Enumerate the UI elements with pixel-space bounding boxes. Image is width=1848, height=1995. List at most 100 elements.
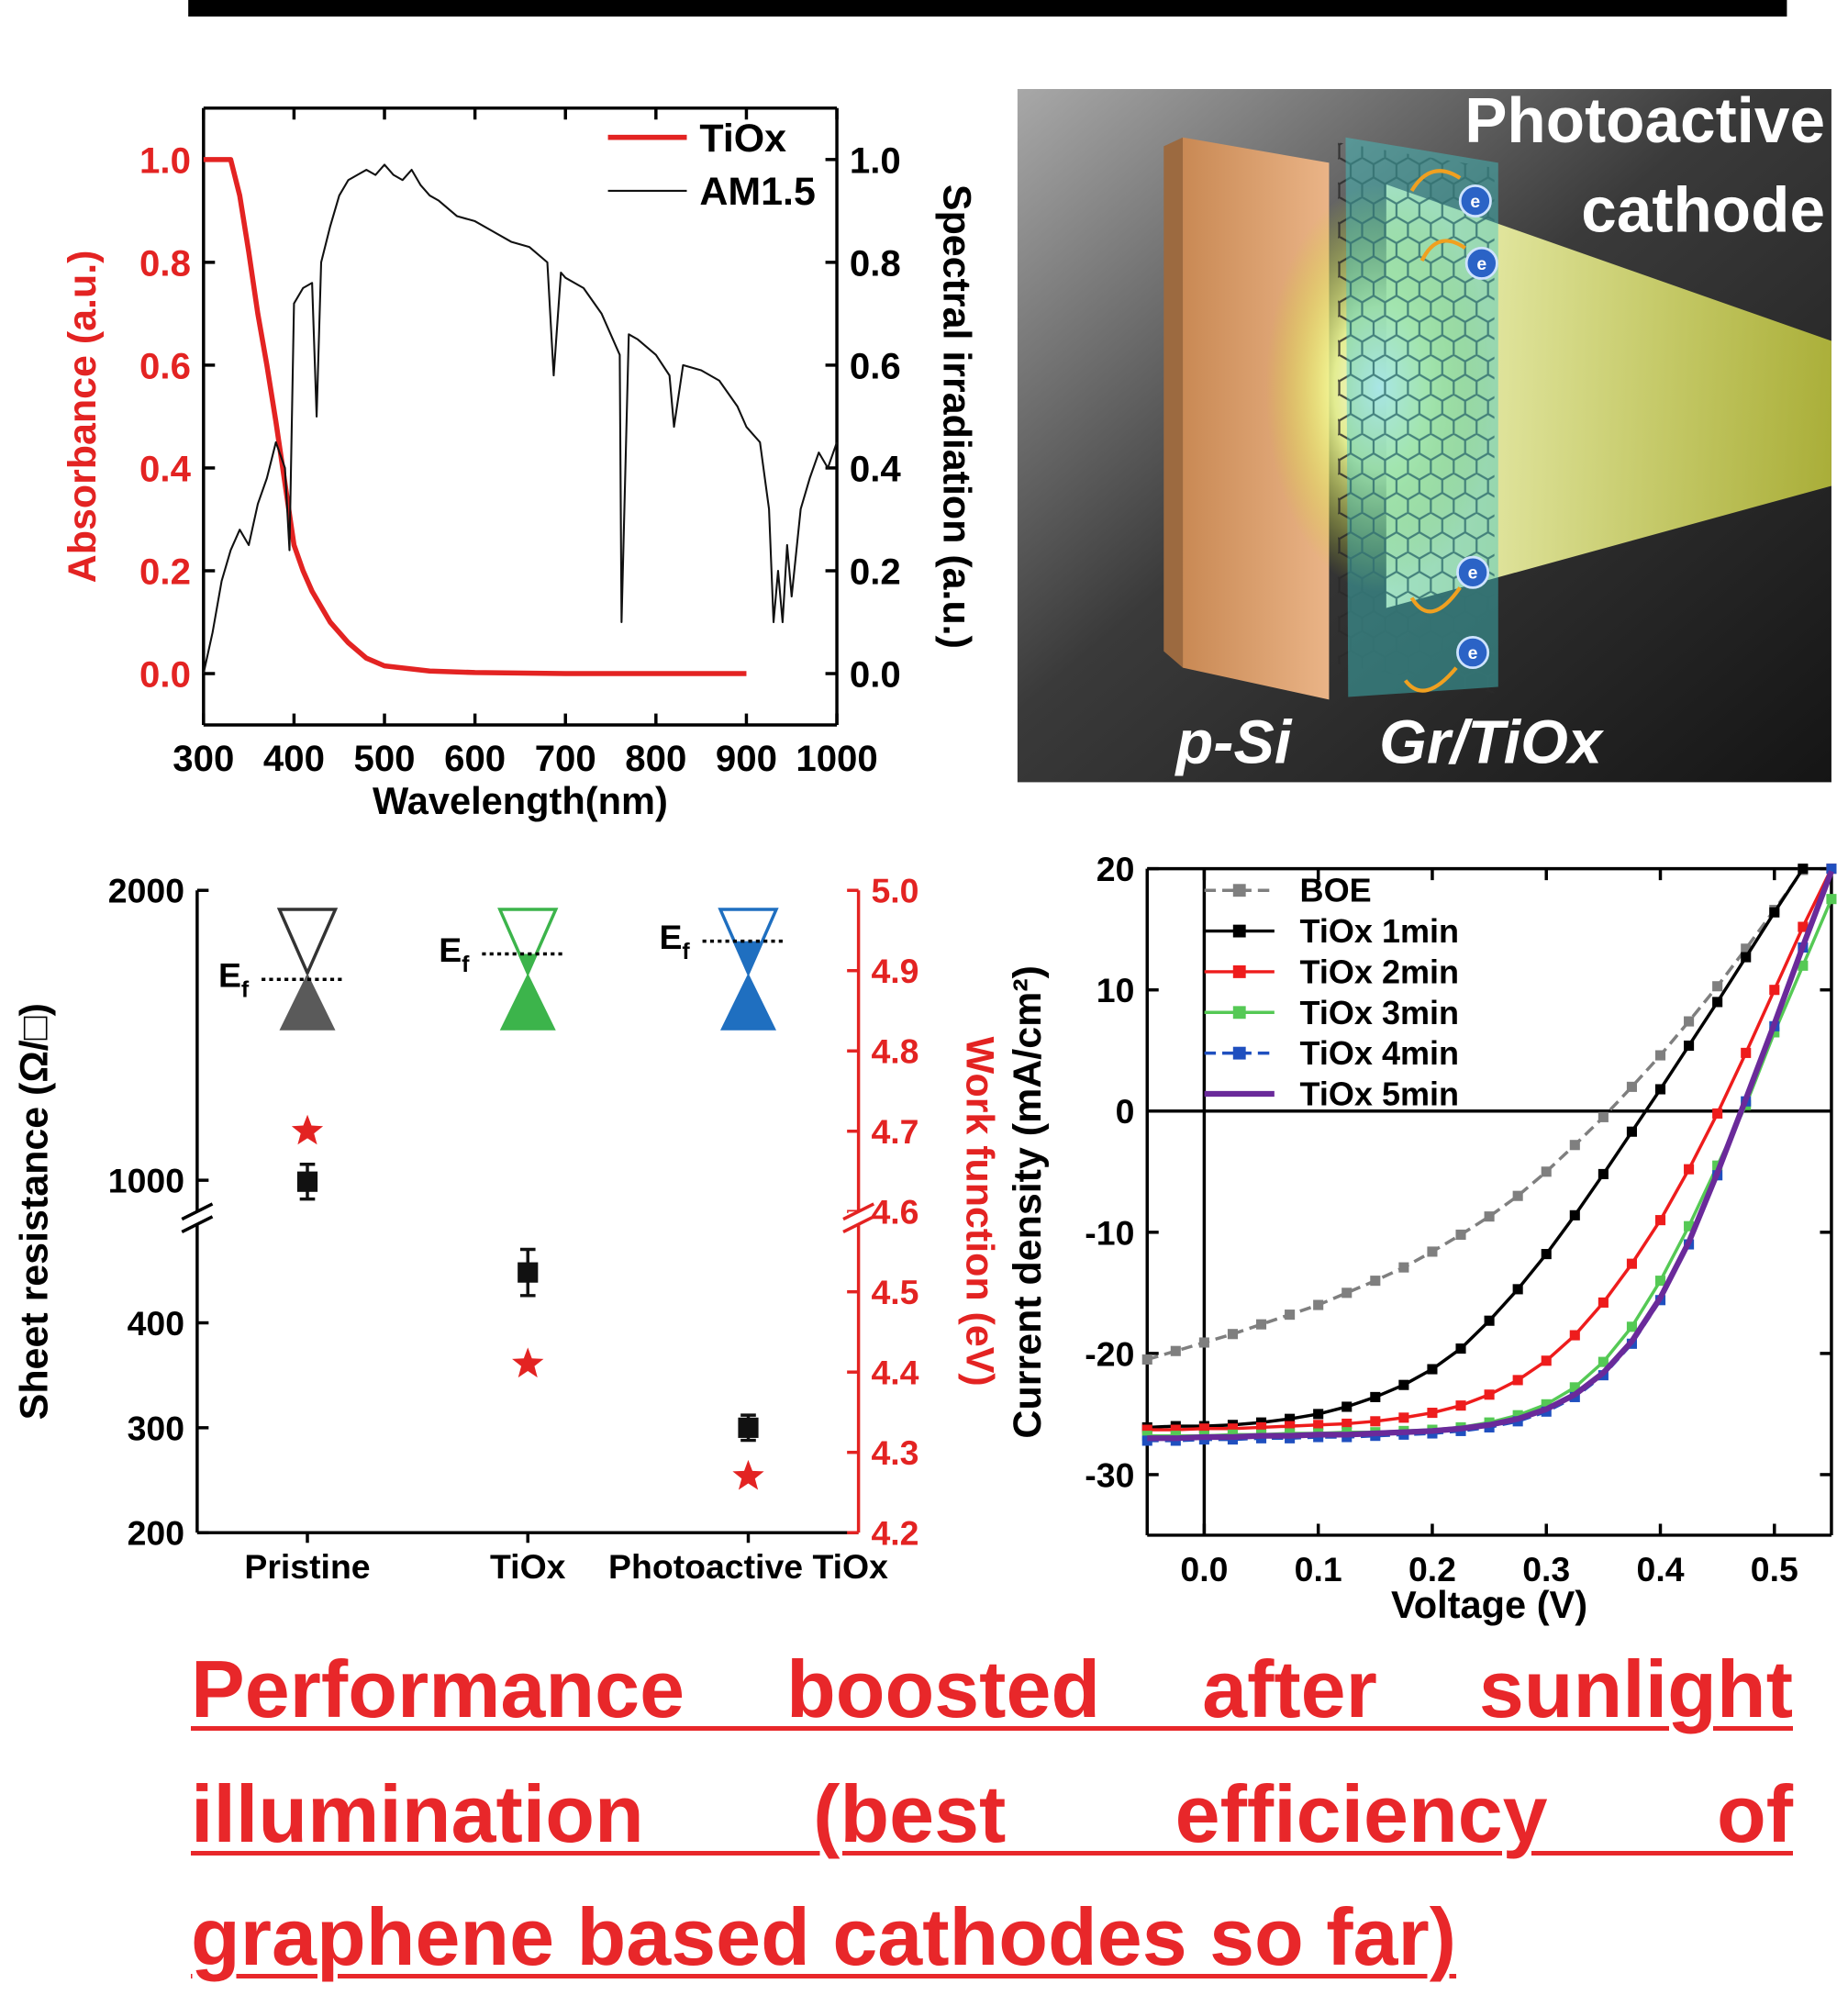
y-tick-label: 0.0	[139, 653, 191, 695]
x-tick-label: 900	[716, 738, 777, 779]
electron	[1464, 246, 1498, 280]
point	[1826, 864, 1837, 875]
point	[1427, 1408, 1438, 1419]
point	[1313, 1420, 1324, 1431]
y2-tick-label: 0.4	[850, 448, 902, 489]
point	[1626, 1258, 1637, 1269]
x-tick-label: 0.4	[1637, 1550, 1685, 1588]
y2-tick-label: 4.3	[871, 1433, 918, 1472]
illustration: e e e e Photoactive cathode p-Si Gr/TiOx	[1017, 84, 1831, 783]
axis-break	[842, 1202, 875, 1221]
legend-label: TiOx 1min	[1300, 912, 1459, 950]
y2-axis-title: Spectral irradiation (a.u.)	[934, 184, 978, 649]
point	[1654, 1215, 1666, 1226]
y-tick-label: 10	[1097, 971, 1135, 1009]
point	[1741, 1047, 1752, 1058]
conduction-band	[497, 908, 559, 977]
point	[1684, 1220, 1695, 1232]
y-tick-label: -30	[1085, 1455, 1134, 1494]
point	[1341, 1287, 1353, 1298]
legend-label: TiOx	[699, 117, 786, 161]
point	[732, 1459, 764, 1490]
electron-label: e	[1470, 192, 1480, 212]
point	[1341, 1401, 1353, 1412]
point	[1227, 1329, 1239, 1340]
point	[1141, 1435, 1152, 1446]
illustration-title: Photoactive	[1464, 84, 1825, 156]
point	[1455, 1229, 1466, 1241]
electron-label: e	[1476, 254, 1486, 274]
point	[1769, 907, 1780, 918]
point	[1141, 1354, 1152, 1365]
point	[1798, 960, 1809, 971]
point	[1255, 1319, 1267, 1330]
conduction-band	[276, 908, 339, 977]
point	[1626, 1321, 1637, 1332]
legend-marker	[1232, 924, 1246, 938]
y-tick-label: -10	[1085, 1213, 1134, 1252]
p-si-side	[1163, 137, 1184, 668]
x-tick-label: 700	[535, 738, 596, 779]
point	[1285, 1310, 1296, 1321]
point	[1712, 1108, 1723, 1119]
legend-marker	[1232, 1046, 1246, 1060]
y-tick-label: 2000	[108, 872, 184, 910]
x-tick-label: 0.1	[1295, 1550, 1342, 1588]
series-line	[1146, 868, 1805, 1362]
legend-marker	[1232, 1006, 1246, 1020]
point	[1684, 1164, 1695, 1175]
fermi-letter: E	[659, 918, 682, 956]
point	[1769, 985, 1780, 996]
legend-marker	[1232, 884, 1246, 897]
point	[1313, 1409, 1324, 1420]
point	[1427, 1364, 1438, 1375]
y2-axis-title: Work function (eV)	[957, 1037, 1001, 1387]
electron-label: e	[1468, 643, 1478, 663]
arrow	[1409, 169, 1462, 193]
light-beam	[1386, 184, 1831, 608]
point	[1170, 1345, 1181, 1356]
point	[1227, 1423, 1239, 1434]
y2-tick-label: 0.6	[850, 345, 901, 386]
x-axis-title: Voltage (V)	[1391, 1583, 1587, 1626]
electron	[1458, 184, 1492, 218]
point	[1341, 1418, 1353, 1430]
fermi-label: Ef	[439, 931, 470, 977]
point	[1512, 1284, 1523, 1295]
electrons: e e e e	[1456, 184, 1498, 670]
x-tick-label: 0.5	[1751, 1550, 1798, 1588]
series-line	[202, 163, 839, 674]
y-tick-label: -20	[1085, 1334, 1134, 1373]
point	[1712, 997, 1723, 1008]
point	[1569, 1140, 1580, 1151]
point	[1370, 1391, 1381, 1402]
point	[1569, 1330, 1580, 1341]
point	[1512, 1190, 1523, 1201]
point	[1826, 894, 1837, 905]
point	[1541, 1249, 1552, 1260]
x-tick-label: 1000	[796, 738, 877, 779]
y-tick-label: 400	[128, 1304, 184, 1343]
point	[1684, 1040, 1695, 1052]
point	[1370, 1276, 1381, 1287]
fermi-subscript: f	[462, 952, 470, 977]
legend-label: TiOx 2min	[1300, 953, 1459, 990]
y2-tick-label: 4.6	[871, 1193, 918, 1232]
y-tick-label: 1.0	[139, 139, 191, 181]
point	[1285, 1413, 1296, 1424]
legend-label: TiOx 4min	[1300, 1034, 1459, 1072]
heading-rule	[188, 0, 1787, 17]
point	[1141, 1424, 1152, 1435]
point	[1484, 1211, 1495, 1222]
fermi-label: Ef	[218, 956, 250, 1003]
point	[1255, 1421, 1267, 1432]
point	[1684, 1016, 1695, 1027]
electron-arrows	[1403, 169, 1466, 693]
y-tick-label: 20	[1097, 850, 1135, 888]
point	[738, 1417, 759, 1438]
y2-tick-label: 4.7	[871, 1112, 918, 1151]
point	[1654, 1084, 1666, 1095]
